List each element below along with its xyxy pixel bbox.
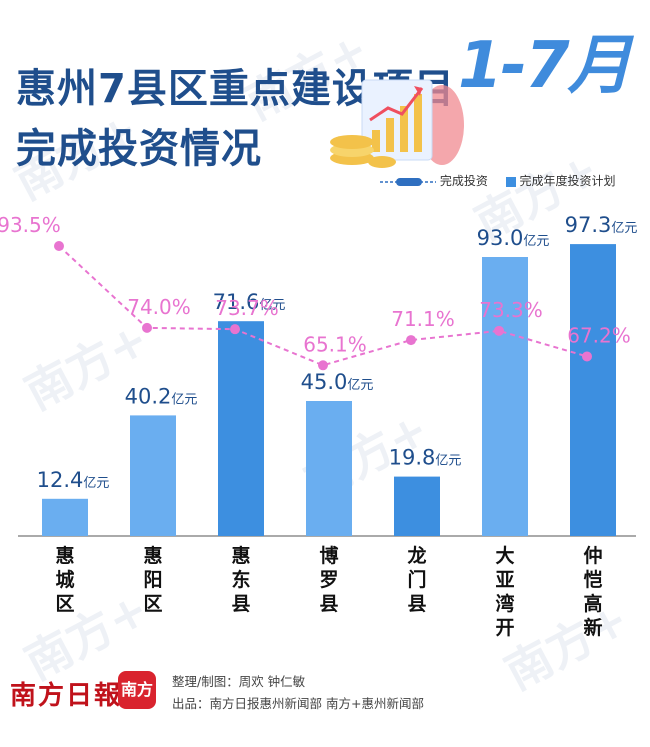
title-line-2: 完成投资情况 [16, 126, 262, 172]
investment-illustration [330, 79, 464, 168]
bar-value-label-2: 40.2亿元 [125, 384, 198, 408]
legend-bar-label: 完成年度投资计划 [519, 174, 616, 188]
nanfang-daily-logo: 南方日報 [10, 681, 123, 711]
category-label-2-char-2: 阳 [143, 569, 162, 591]
bar-6 [482, 257, 528, 536]
category-label-5-char-1: 龙 [407, 544, 426, 567]
bar-value-label-7: 97.3亿元 [565, 213, 638, 237]
investment-chart: 12.4亿元惠城区40.2亿元惠阳区71.6亿元惠东县45.0亿元博罗县19.8… [0, 213, 638, 639]
bar-value-label-4: 45.0亿元 [301, 370, 374, 394]
bar-value-label-3: 71.6亿元 [213, 290, 286, 314]
period-badge: 1-7月 [458, 29, 632, 103]
category-label-7-char-3: 高 [583, 592, 602, 615]
category-label-7-char-1: 仲 [583, 544, 602, 567]
legend: 完成投资 完成年度投资计划 [380, 172, 616, 189]
credits-line-1: 整理/制图：周欢 钟仁敏 [172, 674, 306, 689]
completion-rate-label-4: 65.1% [303, 332, 367, 356]
completion-rate-label-3: 73.7% [215, 296, 279, 320]
category-label-6-char-1: 大 [495, 544, 514, 567]
category-label-2-char-1: 惠 [143, 545, 162, 567]
legend-bar-marker [505, 176, 516, 187]
completion-rate-label-1: 93.5% [0, 213, 61, 237]
category-label-4-char-1: 博 [319, 544, 338, 567]
legend-line-marker [380, 177, 436, 186]
category-label-7-char-2: 恺 [583, 568, 602, 591]
bar-5 [394, 476, 440, 536]
category-label-1-char-3: 区 [55, 593, 74, 615]
category-label-6-char-4: 开 [495, 617, 514, 639]
completion-rate-label-2: 74.0% [127, 295, 191, 319]
bar-3 [218, 321, 264, 536]
bar-4 [306, 401, 352, 536]
legend-line-label: 完成投资 [439, 174, 488, 188]
bar-1 [42, 498, 88, 536]
completion-rate-label-6: 73.3% [479, 298, 543, 322]
category-label-4-char-2: 罗 [319, 569, 338, 591]
completion-rate-point-1 [54, 241, 64, 251]
category-label-3-char-2: 东 [231, 568, 250, 591]
category-label-1-char-1: 惠 [55, 545, 74, 567]
category-label-7-char-4: 新 [583, 616, 602, 639]
category-label-3-char-3: 县 [231, 593, 250, 615]
completion-rate-point-6 [494, 325, 504, 336]
completion-rate-point-7 [582, 351, 592, 362]
credits-line-2: 出品：南方日报惠州新闻部 南方+惠州新闻部 [172, 696, 424, 711]
category-label-3-char-1: 惠 [231, 545, 250, 567]
completion-rate-label-5: 71.1% [391, 307, 455, 331]
completion-rate-point-3 [230, 324, 240, 335]
category-label-4-char-3: 县 [319, 593, 338, 615]
category-label-6-char-2: 亚 [495, 569, 514, 591]
completion-rate-point-5 [406, 335, 416, 346]
category-label-2-char-3: 区 [143, 593, 162, 615]
bar-7 [570, 244, 616, 536]
nanfang-plus-app-icon: 南方+ [118, 671, 156, 737]
bar-value-label-5: 19.8亿元 [389, 446, 462, 470]
category-label-1-char-2: 城 [55, 568, 74, 591]
completion-rate-point-4 [318, 360, 328, 371]
bar-value-label-6: 93.0亿元 [477, 226, 550, 250]
completion-rate-label-7: 67.2% [567, 323, 631, 347]
category-label-6-char-3: 湾 [495, 592, 514, 615]
bar-value-label-1: 12.4亿元 [37, 468, 110, 492]
category-label-5-char-3: 县 [407, 593, 426, 615]
bar-2 [130, 415, 176, 536]
category-label-5-char-2: 门 [407, 568, 426, 591]
completion-rate-point-2 [142, 322, 152, 333]
